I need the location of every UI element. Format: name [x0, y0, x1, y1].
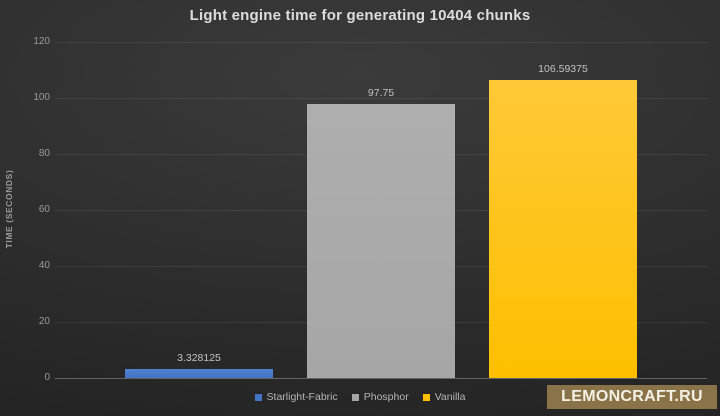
- legend-item-vanilla: Vanilla: [422, 391, 466, 403]
- y-tick-label-0: 0: [44, 372, 50, 383]
- legend-label: Starlight-Fabric: [266, 391, 338, 403]
- legend-item-starlight-fabric: Starlight-Fabric: [254, 391, 338, 403]
- bar-vanilla: [489, 79, 637, 378]
- watermark-text: LEMONCRAFT.RU: [561, 388, 703, 405]
- legend-swatch-icon: [254, 393, 262, 401]
- y-tick-label-20: 20: [38, 316, 50, 327]
- gridline-y-0: [55, 378, 707, 379]
- y-tick-label-80: 80: [38, 148, 50, 159]
- chart-title: Light engine time for generating 10404 c…: [189, 7, 531, 24]
- gridline-y-100: [55, 98, 707, 99]
- legend-swatch-icon: [422, 393, 430, 401]
- legend-item-phosphor: Phosphor: [351, 391, 409, 403]
- value-label-phosphor: 97.75: [367, 87, 395, 100]
- legend-label: Phosphor: [363, 391, 409, 403]
- y-tick-label-100: 100: [33, 92, 50, 103]
- bar-phosphor: [307, 104, 455, 378]
- value-label-vanilla: 106.59375: [538, 62, 588, 75]
- y-tick-label-40: 40: [38, 260, 50, 271]
- y-tick-label-120: 120: [33, 36, 50, 47]
- legend-swatch-icon: [351, 393, 359, 401]
- chart-legend: Starlight-Fabric Phosphor Vanilla: [0, 391, 720, 403]
- legend-label: Vanilla: [434, 391, 466, 403]
- gridline-y-120: [55, 42, 707, 43]
- watermark-badge: LEMONCRAFT.RU: [547, 385, 717, 409]
- value-label-starlight-fabric: 3.328125: [177, 351, 221, 364]
- y-tick-label-60: 60: [38, 204, 50, 215]
- bar-starlight-fabric: [125, 368, 273, 378]
